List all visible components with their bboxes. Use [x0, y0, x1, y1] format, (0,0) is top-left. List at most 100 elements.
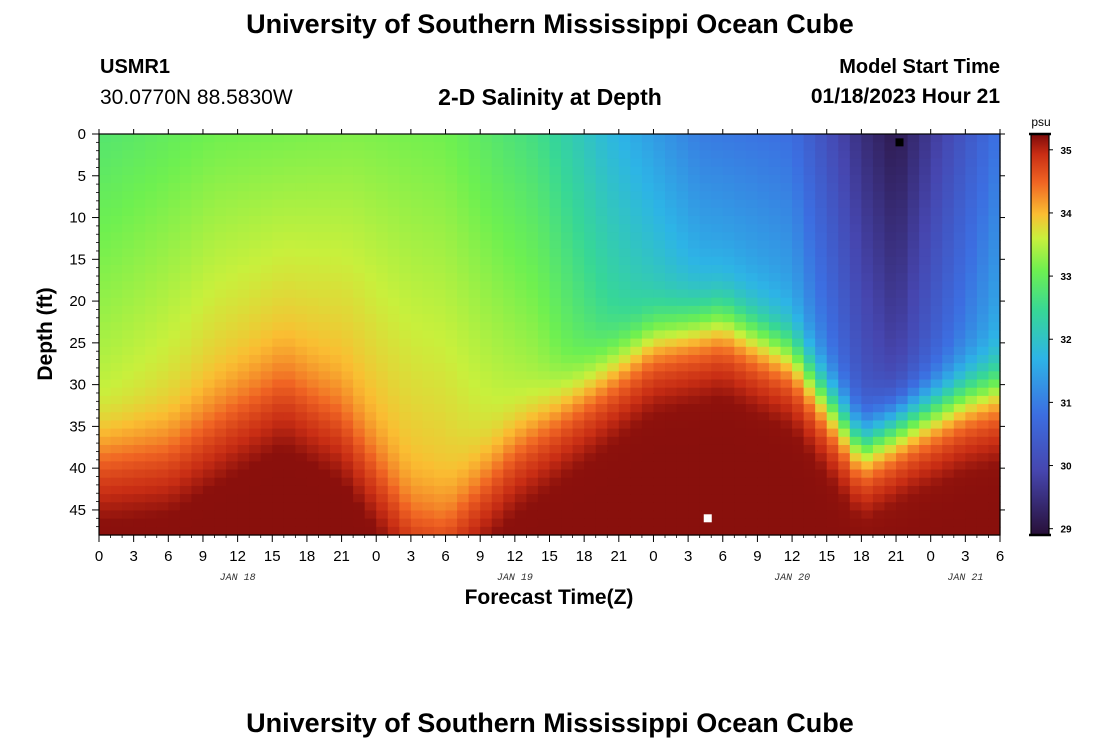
heatmap-cell — [734, 142, 747, 151]
heatmap-cell — [410, 183, 424, 192]
heatmap-cell — [595, 477, 608, 487]
heatmap-cell — [283, 256, 296, 266]
heatmap-cell — [283, 248, 296, 258]
heatmap-cell — [757, 494, 770, 503]
heatmap-cell — [272, 518, 285, 528]
heatmap-cell — [930, 191, 943, 201]
heatmap-cell — [988, 224, 1001, 233]
heatmap-cell — [976, 387, 990, 397]
heatmap-cell — [480, 461, 493, 471]
heatmap-cell — [514, 518, 527, 528]
heatmap-cell — [306, 338, 320, 348]
heatmap-cell — [561, 404, 574, 413]
heatmap-cell — [584, 248, 597, 258]
heatmap-cell — [780, 444, 793, 454]
heatmap-cell — [226, 134, 239, 143]
heatmap-cell — [272, 256, 285, 266]
heatmap-cell — [907, 453, 920, 462]
heatmap-cell — [526, 166, 539, 176]
heatmap-cell — [757, 477, 770, 487]
heatmap-cell — [930, 232, 943, 241]
heatmap-cell — [503, 354, 516, 364]
heatmap-cell — [156, 264, 169, 274]
heatmap-cell — [99, 150, 112, 160]
heatmap-cell — [272, 224, 285, 233]
heatmap-cell — [491, 526, 504, 536]
heatmap-cell — [872, 240, 886, 250]
heatmap-cell — [99, 134, 112, 143]
heatmap-cell — [260, 428, 273, 438]
heatmap-cell — [919, 436, 932, 446]
heatmap-cell — [260, 412, 273, 422]
heatmap-cell — [295, 444, 308, 454]
heatmap-cell — [942, 174, 955, 184]
min-salinity-marker — [895, 138, 904, 147]
heatmap-cell — [768, 281, 782, 291]
heatmap-cell — [260, 232, 273, 241]
heatmap-cell — [919, 346, 932, 356]
heatmap-cell — [665, 404, 678, 413]
heatmap-cell — [491, 477, 504, 487]
heatmap-cell — [306, 248, 320, 258]
heatmap-cell — [156, 297, 169, 307]
heatmap-cell — [630, 273, 643, 282]
heatmap-cell — [214, 346, 227, 356]
heatmap-cell — [237, 526, 250, 536]
heatmap-cell — [179, 224, 193, 233]
heatmap-cell — [745, 338, 759, 348]
heatmap-cell — [480, 183, 493, 192]
heatmap-cell — [272, 379, 285, 389]
heatmap-cell — [688, 215, 701, 225]
heatmap-cell — [676, 166, 689, 176]
heatmap-cell — [699, 199, 712, 209]
heatmap-cell — [549, 404, 562, 413]
heatmap-cell — [457, 404, 470, 413]
heatmap-cell — [179, 215, 193, 225]
heatmap-cell — [122, 297, 135, 307]
heatmap-cell — [699, 379, 712, 389]
heatmap-cell — [584, 363, 597, 372]
heatmap-cell — [641, 191, 655, 201]
heatmap-cell — [422, 404, 435, 413]
heatmap-cell — [272, 183, 285, 192]
heatmap-cell — [537, 191, 551, 201]
heatmap-cell — [919, 134, 932, 143]
heatmap-cell — [872, 444, 886, 454]
heatmap-cell — [965, 314, 978, 323]
heatmap-cell — [988, 322, 1001, 331]
heatmap-cell — [757, 420, 770, 430]
heatmap-cell — [884, 510, 897, 520]
heatmap-cell — [745, 305, 759, 315]
heatmap-cell — [376, 240, 389, 250]
heatmap-cell — [630, 191, 643, 201]
heatmap-cell — [433, 346, 447, 356]
heatmap-cell — [884, 428, 897, 438]
heatmap-cell — [191, 232, 204, 241]
heatmap-cell — [630, 264, 643, 274]
heatmap-cell — [803, 150, 816, 160]
heatmap-cell — [156, 248, 169, 258]
heatmap-cell — [792, 412, 805, 422]
heatmap-cell — [433, 281, 447, 291]
heatmap-cell — [630, 305, 643, 315]
heatmap-cell — [480, 510, 493, 520]
heatmap-cell — [780, 207, 793, 217]
heatmap-cell — [503, 289, 516, 299]
heatmap-cell — [722, 158, 735, 168]
heatmap-cell — [734, 518, 747, 528]
heatmap-cell — [526, 502, 539, 512]
heatmap-cell — [630, 371, 643, 381]
heatmap-cell — [295, 379, 308, 389]
heatmap-cell — [896, 436, 909, 446]
heatmap-cell — [688, 256, 701, 266]
heatmap-cell — [364, 436, 377, 446]
heatmap-cell — [722, 477, 735, 487]
heatmap-cell — [341, 371, 354, 381]
heatmap-cell — [549, 494, 562, 503]
heatmap-cell — [734, 477, 747, 487]
heatmap-cell — [283, 199, 296, 209]
heatmap-cell — [318, 395, 331, 405]
heatmap-cell — [688, 150, 701, 160]
heatmap-cell — [399, 436, 412, 446]
heatmap-cell — [295, 428, 308, 438]
